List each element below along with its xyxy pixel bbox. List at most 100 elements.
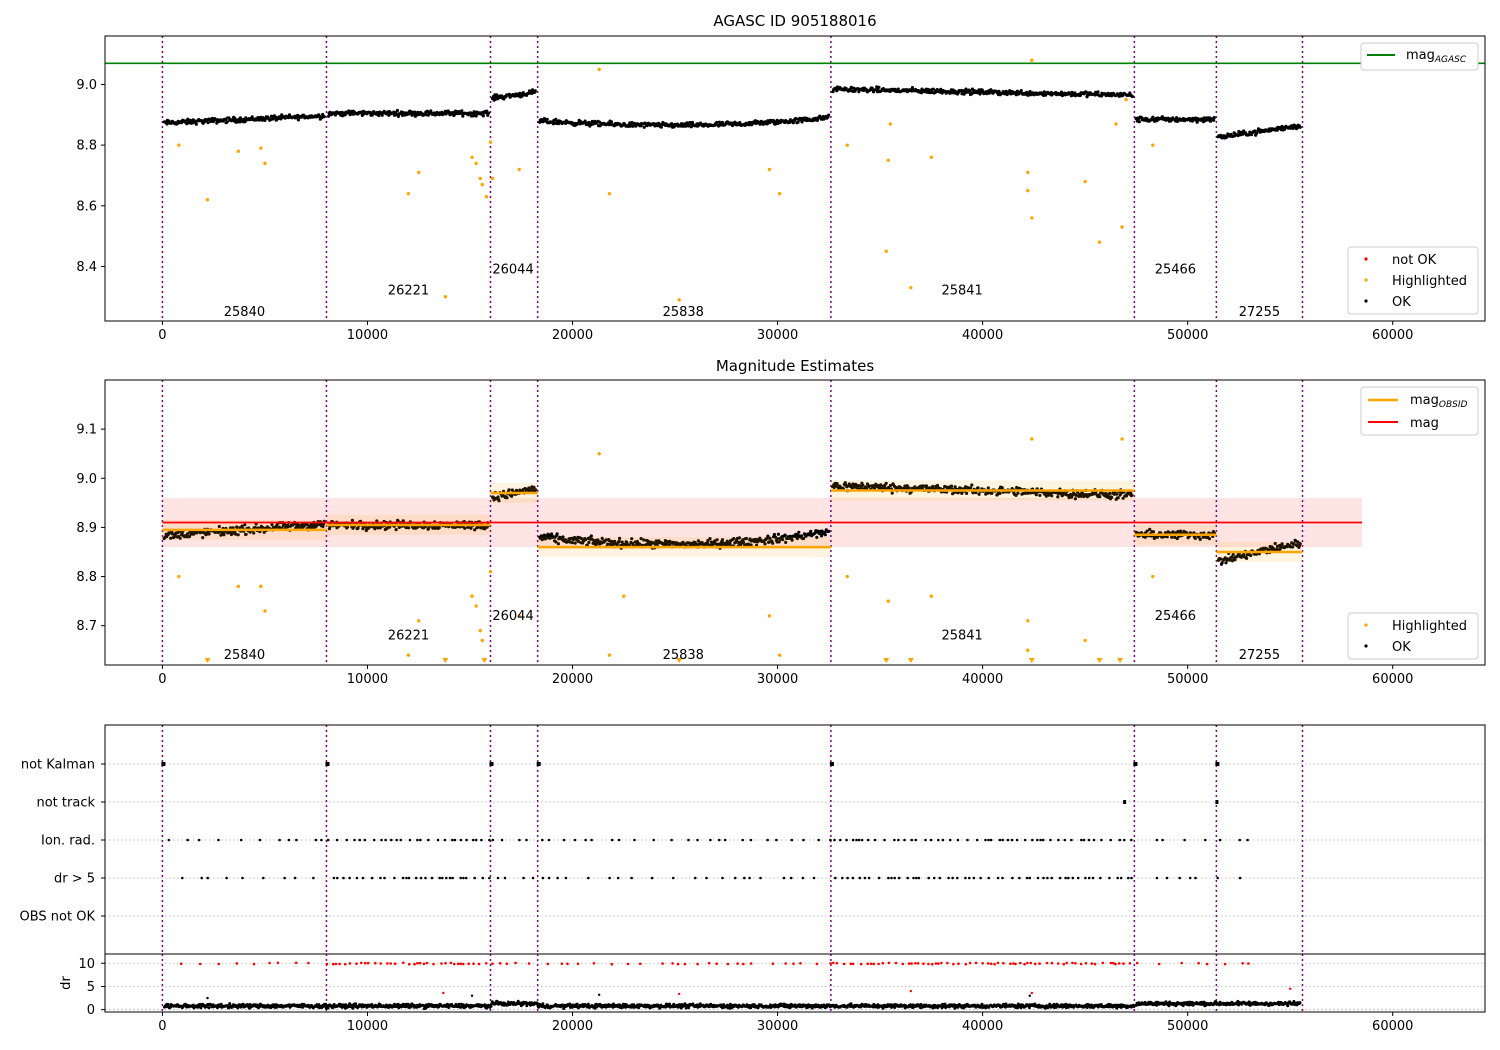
highlighted-point	[263, 609, 267, 613]
highlighted-point	[884, 249, 888, 253]
highlighted-point	[474, 161, 478, 166]
highlighted-point	[1026, 188, 1030, 193]
dr-data-points	[163, 999, 1302, 1011]
dr-notable-point	[677, 992, 681, 996]
flag-category-label: Ion. rad.	[41, 834, 95, 849]
agasc-magnitude-panel: AGASC ID 905188016 258402622126044258382…	[76, 12, 1486, 343]
magnitude-estimates-title: Magnitude Estimates	[716, 357, 874, 375]
dr-notable-point	[909, 989, 913, 993]
highlighted-point	[1026, 619, 1030, 623]
obsid-label-27255: 27255	[1239, 305, 1280, 320]
ok-legend-label-2: OK	[1392, 640, 1411, 655]
flags-data-layer	[105, 725, 1485, 954]
y-tick-label: 8.8	[76, 570, 97, 585]
highlighted-point	[622, 594, 626, 598]
highlighted-point	[259, 584, 263, 589]
y-tick-label: 9.0	[76, 472, 97, 487]
clipped-point-marker	[907, 658, 914, 663]
magnitude-estimates-legend-bottom-box	[1347, 612, 1479, 660]
dr-notable-point	[1030, 991, 1034, 995]
ok-data-points	[162, 85, 1302, 140]
highlighted-point	[470, 155, 474, 159]
dr-y-tick-label: 10	[78, 957, 95, 972]
dr-panel: 0 5 10 0 10000 20000 30000 40000 50000 60000 dr	[59, 953, 1486, 1034]
highlighted-point	[1030, 58, 1034, 62]
dr-notable-point	[206, 996, 209, 1000]
agasc-axes-frame	[104, 35, 1486, 322]
highlighted-point	[417, 619, 421, 623]
obsid-label-25838: 25838	[663, 648, 704, 663]
not-kalman-point	[1133, 762, 1138, 766]
highlighted-point	[490, 176, 495, 181]
clipped-point-marker	[676, 658, 683, 663]
agasc-legend-top-box	[1360, 42, 1479, 71]
agasc-plot-area	[105, 36, 1485, 321]
highlighted-legend-label: Highlighted	[1392, 274, 1467, 289]
x-tick-label: 60000	[1372, 328, 1413, 343]
highlighted-point	[1083, 638, 1087, 643]
highlighted-point	[607, 653, 612, 657]
highlighted-point	[480, 638, 484, 643]
magnitude-estimates-axes-frame	[104, 379, 1486, 666]
clipped-point-marker	[481, 658, 488, 663]
x-tick-label: 10000	[347, 1019, 388, 1034]
flag-category-label: not track	[36, 796, 95, 811]
ok-legend-marker-2	[1364, 644, 1368, 648]
highlighted-point	[777, 653, 782, 657]
obsid-label-25840: 25840	[224, 648, 265, 663]
highlighted-legend-label-2: Highlighted	[1392, 619, 1467, 634]
highlighted-point	[263, 161, 267, 166]
not-kalman-point	[536, 762, 541, 766]
highlighted-point	[488, 569, 493, 574]
highlighted-point	[478, 176, 482, 181]
highlighted-point	[1151, 143, 1155, 147]
agasc-legend-top: magAGASC	[1360, 42, 1479, 71]
highlighted-point	[1124, 97, 1128, 102]
highlighted-point	[517, 614, 521, 618]
clipped-point-marker	[1117, 658, 1124, 663]
clipped-point-marker	[1028, 658, 1035, 663]
highlighted-point	[767, 167, 772, 172]
y-tick-label: 8.9	[76, 521, 97, 536]
highlighted-point	[443, 295, 448, 299]
highlighted-point	[406, 653, 411, 657]
x-tick-label: 10000	[347, 328, 388, 343]
highlighted-point	[886, 158, 890, 163]
highlighted-point	[1026, 170, 1030, 175]
highlighted-point	[205, 198, 210, 202]
agasc-data-layer: 25840 26221 26044 25838 25841 25466 27255	[105, 36, 1485, 321]
highlighted-point	[177, 574, 181, 579]
obsid-label-27255: 27255	[1239, 648, 1280, 663]
magnitude-estimates-panel: Magnitude Estimates 25840 26221 26044 25838…	[76, 357, 1486, 687]
flag-category-label: OBS not OK	[20, 910, 96, 925]
dr-y-tick-label: 0	[87, 1003, 95, 1018]
highlighted-point	[417, 170, 421, 175]
highlighted-point	[406, 191, 411, 196]
highlighted-point	[1120, 225, 1124, 229]
obsid-label-26221: 26221	[388, 629, 429, 644]
magnitude-estimates-data-layer: 25840 26221 26044 25838 25841 25466 27255	[161, 380, 1362, 665]
highlighted-point	[1114, 122, 1118, 126]
highlighted-point	[597, 452, 601, 456]
highlighted-point	[845, 574, 849, 579]
flags-panel: not Kalman not track Ion. rad. dr > 5 OBS no…	[20, 724, 1486, 955]
dr-notable-point	[442, 991, 445, 995]
flag-category-label: dr > 5	[54, 872, 95, 887]
highlighted-point	[909, 285, 913, 290]
x-tick-label: 20000	[552, 328, 593, 343]
ok-legend-label: OK	[1392, 295, 1411, 310]
highlighted-point	[1083, 179, 1087, 184]
highlighted-point	[597, 67, 601, 72]
x-tick-label: 10000	[347, 672, 388, 687]
dr-data-layer	[105, 954, 1485, 1012]
not-kalman-point	[829, 762, 834, 766]
not-kalman-point	[325, 762, 330, 766]
highlighted-point	[470, 594, 474, 598]
x-tick-label: 40000	[962, 672, 1003, 687]
highlighted-point	[607, 191, 612, 196]
x-tick-label: 0	[158, 1019, 166, 1034]
y-tick-label: 9.0	[76, 78, 97, 93]
highlighted-point	[929, 155, 934, 159]
not-kalman-point	[1215, 762, 1220, 766]
obsid-label-25466: 25466	[1155, 262, 1196, 277]
